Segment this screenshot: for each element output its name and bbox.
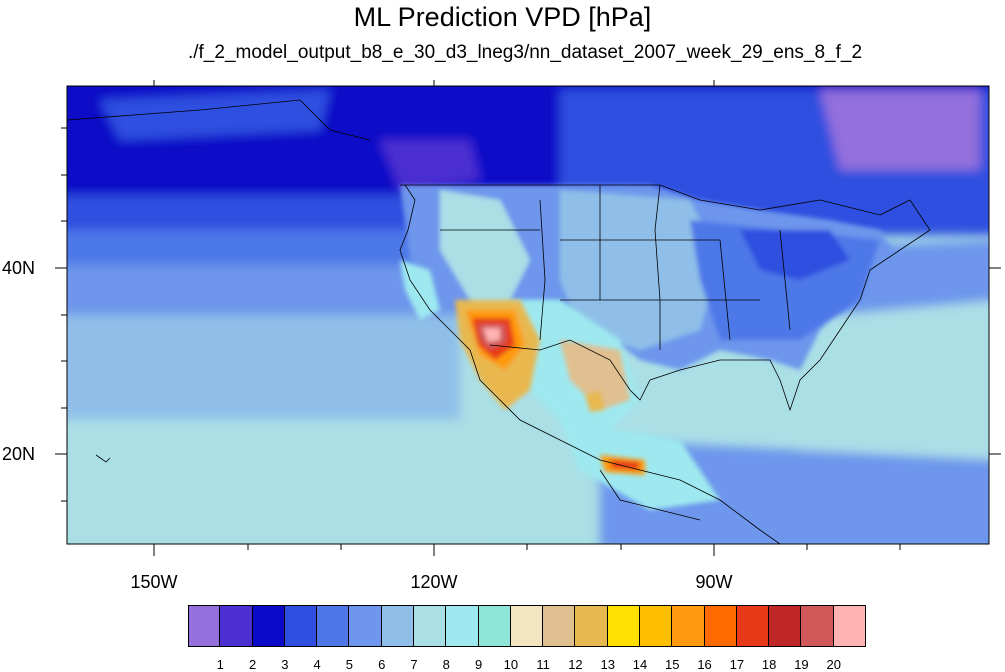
lat-label-40n: 40N: [2, 258, 36, 278]
colorbar-box: [317, 605, 350, 647]
colorbar-label: 14: [632, 657, 648, 672]
colorbar-box: [607, 605, 640, 647]
colorbar-box: [188, 605, 221, 647]
colorbar: [188, 605, 866, 647]
colorbar-label: 5: [345, 657, 354, 672]
colorbar-box: [575, 605, 608, 647]
colorbar-label: 1: [216, 657, 224, 672]
colorbar-box: [446, 605, 479, 647]
colorbar-box: [381, 605, 414, 647]
colorbar-box: [543, 605, 576, 647]
lon-label-150w: 150W: [130, 572, 178, 592]
colorbar-label: 10: [503, 657, 519, 672]
map-title: ML Prediction VPD [hPa]: [353, 2, 652, 32]
colorbar-box: [801, 605, 834, 647]
colorbar-label: 2: [248, 657, 257, 672]
colorbar-box: [478, 605, 511, 647]
colorbar-box: [252, 605, 285, 647]
colorbar-box: [284, 605, 318, 647]
lon-label-120w: 120W: [410, 572, 458, 592]
vpd-map: [55, 80, 1001, 556]
colorbar-box: [414, 605, 447, 647]
colorbar-box: [704, 605, 737, 647]
colorbar-box: [640, 605, 673, 647]
colorbar-box: [220, 605, 253, 647]
colorbar-label: 7: [410, 657, 418, 672]
colorbar-label: 13: [600, 657, 615, 672]
lat-label-20n: 20N: [2, 444, 36, 464]
colorbar-box: [349, 605, 382, 647]
colorbar-label: 19: [794, 657, 809, 672]
colorbar-label: 16: [697, 657, 712, 672]
colorbar-label: 3: [281, 657, 289, 672]
colorbar-label: 9: [474, 657, 483, 672]
colorbar-label: 4: [313, 657, 321, 672]
map-subtitle: ./f_2_model_output_b8_e_30_d3_lneg3/nn_d…: [187, 42, 863, 63]
colorbar-label: 6: [378, 657, 386, 672]
colorbar-label: 17: [729, 657, 745, 672]
lon-label-90w: 90W: [695, 572, 733, 592]
colorbar-label: 20: [826, 657, 841, 672]
colorbar-label: 18: [761, 657, 777, 672]
colorbar-box: [769, 605, 802, 647]
colorbar-label: 15: [665, 657, 680, 672]
colorbar-label: 12: [568, 657, 583, 672]
colorbar-box: [510, 605, 544, 647]
colorbar-box: [672, 605, 705, 647]
colorbar-box: [736, 605, 770, 647]
colorbar-box: [833, 605, 866, 647]
colorbar-label: 8: [442, 657, 450, 672]
colorbar-label: 11: [536, 657, 550, 672]
